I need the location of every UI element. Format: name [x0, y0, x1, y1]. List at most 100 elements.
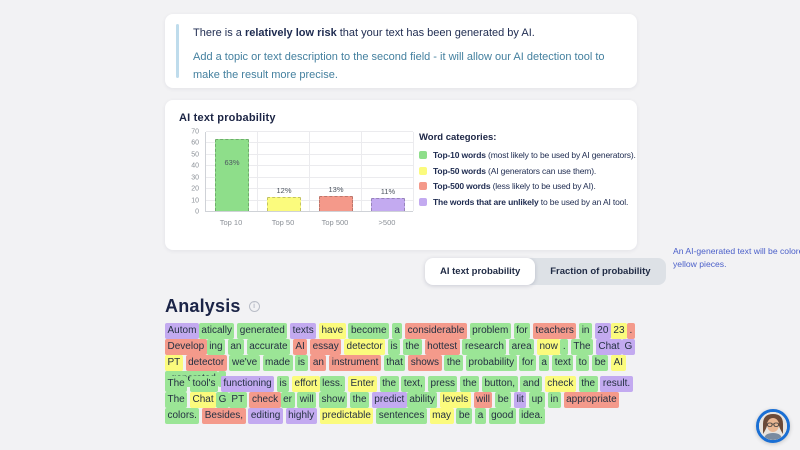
highlighted-token: . [627, 323, 635, 339]
x-axis: Top 10 Top 50 Top 500 >500 [205, 218, 413, 227]
chart-view-tabs: AI text probability Fraction of probabili… [425, 258, 666, 285]
risk-level-text: relatively low risk [244, 27, 337, 39]
chart-title: AI text probability [179, 112, 276, 124]
bar-top-10 [215, 139, 249, 211]
x-tick-label: >500 [378, 218, 396, 227]
tab-fraction-of-probability[interactable]: Fraction of probability [550, 266, 651, 277]
legend-swatch [419, 197, 427, 206]
highlighted-token: the [379, 376, 399, 392]
highlighted-token: AI [611, 355, 626, 371]
highlighted-token: an [310, 355, 327, 371]
highlighted-token: problem [469, 323, 511, 339]
person-avatar-icon [759, 412, 787, 440]
legend-title: Word categories: [419, 132, 497, 143]
analysis-title: Analysis [165, 296, 241, 316]
legend-swatch [419, 166, 427, 175]
analysis-paragraph-2: The tool's functioning is effort less. En… [165, 376, 647, 424]
y-tick-label: 0 [195, 208, 199, 216]
highlighted-token: a [475, 408, 486, 424]
y-tick-label: 40 [191, 162, 199, 170]
risk-headline: There is a relatively low risk that your… [193, 27, 535, 39]
highlighted-token: may [429, 408, 454, 424]
highlighted-token: er [280, 392, 295, 408]
highlighted-token: for [513, 323, 531, 339]
legend-label: Top-500 words (less likely to be used by… [433, 181, 596, 191]
highlighted-token: Enter [347, 376, 377, 392]
bar--500 [371, 198, 405, 211]
highlighted-token: a [391, 323, 403, 339]
highlighted-token: Develop [165, 339, 207, 355]
highlighted-token: show [318, 392, 348, 408]
highlighted-token: probability [466, 355, 517, 371]
legend-label: Top-50 words (AI generators can use them… [433, 165, 597, 176]
legend-label: Top-10 words (most likely to be used by … [433, 150, 636, 160]
bar-value-label: 63% [224, 158, 240, 167]
highlighted-token: a [538, 355, 550, 371]
x-tick-label: Top 500 [321, 218, 349, 227]
highlighted-token: research [462, 339, 507, 355]
highlighted-token: press [428, 376, 458, 392]
highlighted-token: 20 [594, 323, 611, 339]
highlighted-token: check [249, 392, 281, 408]
highlighted-token: is [387, 339, 401, 355]
highlighted-token: hottest [424, 339, 460, 355]
highlighted-token: an [227, 339, 244, 355]
highlighted-token: tool's [190, 376, 219, 392]
highlighted-token: be [592, 355, 609, 371]
highlighted-token: predictable [319, 408, 374, 424]
highlighted-token: PT [228, 392, 247, 408]
y-axis: 0 10 20 30 40 50 60 70 [179, 128, 202, 216]
highlighted-token: essay [310, 339, 342, 355]
legend-item: Top-500 words (less likely to be used by… [419, 181, 629, 191]
highlighted-token: the [444, 355, 464, 371]
highlighted-token: up [529, 392, 546, 408]
legend-note: An AI-generated text will be colored gre… [673, 246, 800, 270]
bar-chart: 0 10 20 30 40 50 60 70 63% 12% 13% 11% Top 10 Top 5… [179, 128, 415, 242]
accent-bar [176, 24, 179, 78]
tab-ai-text-probability[interactable]: AI text probability [425, 258, 536, 285]
y-tick-label: 60 [191, 139, 199, 147]
bar-top-50 [267, 197, 301, 211]
highlighted-token: lit [514, 392, 527, 408]
highlighted-token: generated [237, 323, 288, 339]
highlighted-token: will [297, 392, 317, 408]
highlighted-token: idea. [518, 408, 546, 424]
highlighted-token: will [473, 392, 493, 408]
highlighted-token: appropriate [563, 392, 620, 408]
highlighted-token: detector [344, 339, 386, 355]
highlighted-token: in [579, 323, 592, 339]
highlighted-token: instrument [329, 355, 381, 371]
risk-summary-card: There is a relatively low risk that your… [165, 14, 637, 88]
support-chat-avatar-button[interactable] [756, 409, 790, 443]
highlighted-token: functioning [220, 376, 275, 392]
highlighted-token: The [165, 376, 188, 392]
y-tick-label: 20 [191, 185, 199, 193]
highlighted-token: 23 [610, 323, 628, 339]
legend-swatch [419, 182, 427, 190]
highlighted-token: text, [401, 376, 426, 392]
y-tick-label: 50 [191, 151, 199, 159]
legend-item: Top-10 words (most likely to be used by … [419, 150, 636, 160]
x-tick-label: Top 50 [271, 218, 295, 227]
chart-card: AI text probability 0 10 20 30 40 50 60 70 63% 1… [165, 100, 800, 269]
highlighted-token: editing [248, 408, 283, 424]
highlighted-token: is [277, 376, 290, 392]
highlighted-token: highly [285, 408, 317, 424]
highlighted-token: made [262, 355, 293, 371]
chart-legend: Word categories: Top-10 words (most like… [419, 132, 800, 269]
highlighted-token: detector [185, 355, 227, 371]
chart-plot-area: 63% 12% 13% 11% [205, 131, 414, 212]
highlighted-token: now [536, 339, 561, 355]
highlighted-token: be [495, 392, 512, 408]
highlighted-token: accurate [246, 339, 291, 355]
y-tick-label: 30 [191, 174, 199, 182]
highlighted-token: less. [319, 376, 346, 392]
highlighted-token: the [402, 339, 422, 355]
highlighted-token: Besides, [202, 408, 246, 424]
highlighted-token: that [383, 355, 406, 371]
y-tick-label: 70 [191, 128, 199, 136]
highlighted-token: and [520, 376, 543, 392]
highlighted-token: the [578, 376, 598, 392]
highlighted-token: is [295, 355, 308, 371]
info-icon[interactable]: i [248, 301, 260, 312]
